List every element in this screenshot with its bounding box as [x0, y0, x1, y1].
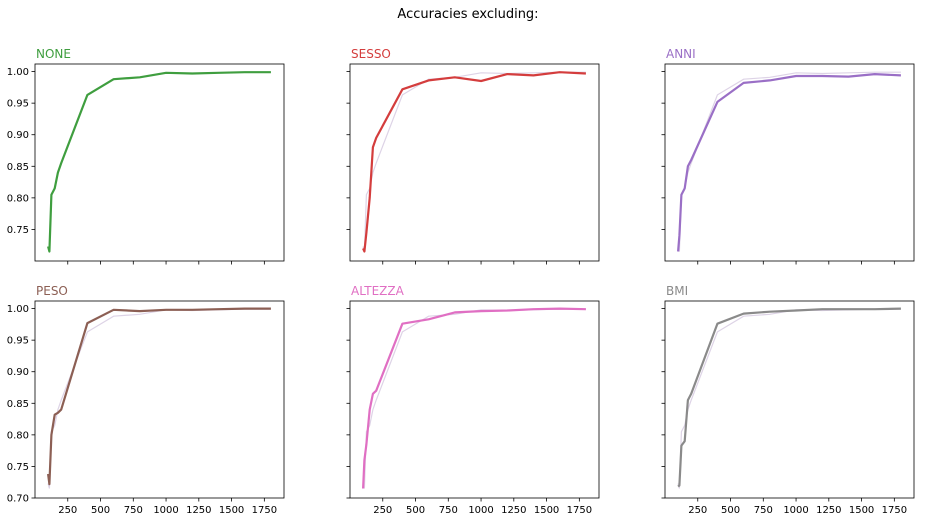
xtick-label-peso: 500	[91, 505, 110, 516]
panel-title-anni: ANNI	[666, 47, 696, 61]
xtick-label-peso: 1250	[186, 505, 211, 516]
axes-frame-bmi	[664, 300, 915, 499]
ytick-label-peso: 0.75	[7, 462, 29, 473]
ytick-label-peso: 1.00	[7, 304, 29, 315]
xtick-label-altezza: 1500	[534, 505, 559, 516]
panel-none: NONE 0.75 0.80 0.85 0.90 0.95 1.00	[7, 47, 285, 265]
xtick-label-altezza: 250	[373, 505, 392, 516]
reference-line-peso	[47, 308, 271, 489]
series-line-bmi	[677, 307, 901, 488]
panel-title-sesso: SESSO	[351, 47, 391, 61]
panel-bmi: BMI 250 500 750 1000 1250 1500 1750	[661, 284, 915, 516]
series-line-peso	[47, 307, 271, 486]
ytick-label-none: 0.85	[7, 162, 29, 173]
xtick-label-bmi: 1000	[783, 505, 808, 516]
series-line-none	[47, 71, 271, 253]
xtick-label-peso: 1000	[153, 505, 178, 516]
panel-title-altezza: ALTEZZA	[351, 284, 405, 298]
axes-frame-altezza	[349, 300, 600, 499]
reference-line-bmi	[677, 308, 901, 489]
ytick-label-peso: 0.95	[7, 336, 29, 347]
xtick-label-altezza: 750	[439, 505, 458, 516]
series-line-anni	[677, 72, 901, 252]
series-line-altezza	[362, 307, 586, 489]
xtick-label-peso: 250	[58, 505, 77, 516]
axes-frame-sesso	[349, 63, 600, 262]
ytick-label-peso: 0.80	[7, 430, 29, 441]
xtick-label-bmi: 1500	[849, 505, 874, 516]
ytick-label-none: 0.95	[7, 99, 29, 110]
figure-title: Accuracies excluding:	[397, 7, 538, 22]
reference-line-anni	[677, 71, 901, 252]
xtick-label-peso: 1500	[219, 505, 244, 516]
panel-altezza: ALTEZZA 250 500 750 1000 1250 1500 1750	[346, 284, 600, 516]
xtick-label-peso: 750	[124, 505, 143, 516]
xtick-label-altezza: 1750	[567, 505, 592, 516]
panel-sesso: SESSO	[346, 47, 600, 265]
panel-title-peso: PESO	[36, 284, 68, 298]
panel-peso: PESO 0.70 0.75 0.80 0.85 0.90 0.95 1.00 250 500 75…	[7, 284, 285, 516]
xtick-label-altezza: 500	[406, 505, 425, 516]
series-line-sesso	[362, 71, 586, 253]
reference-line-none	[47, 71, 271, 252]
ytick-label-none: 0.90	[7, 130, 29, 141]
reference-line-sesso	[362, 71, 586, 252]
xtick-label-bmi: 250	[688, 505, 707, 516]
ytick-label-none: 0.75	[7, 225, 29, 236]
ytick-label-none: 1.00	[7, 67, 29, 78]
axes-frame-anni	[664, 63, 915, 262]
xtick-label-bmi: 750	[754, 505, 773, 516]
xtick-label-bmi: 500	[721, 505, 740, 516]
panel-anni: ANNI	[661, 47, 915, 265]
ytick-label-peso: 0.90	[7, 367, 29, 378]
ytick-label-peso: 0.85	[7, 399, 29, 410]
xtick-label-bmi: 1750	[882, 505, 907, 516]
xtick-label-bmi: 1250	[816, 505, 841, 516]
ytick-label-none: 0.80	[7, 193, 29, 204]
xtick-label-altezza: 1000	[468, 505, 493, 516]
axes-frame-peso	[34, 300, 285, 499]
panel-title-none: NONE	[36, 47, 71, 61]
xtick-label-altezza: 1250	[501, 505, 526, 516]
panel-title-bmi: BMI	[666, 284, 688, 298]
ytick-label-peso: 0.70	[7, 494, 29, 505]
xtick-label-peso: 1750	[252, 505, 277, 516]
panels: NONE 0.75 0.80 0.85 0.90 0.95 1.00 SESSO ANNI PES…	[7, 47, 915, 516]
axes-frame-none	[34, 63, 285, 262]
